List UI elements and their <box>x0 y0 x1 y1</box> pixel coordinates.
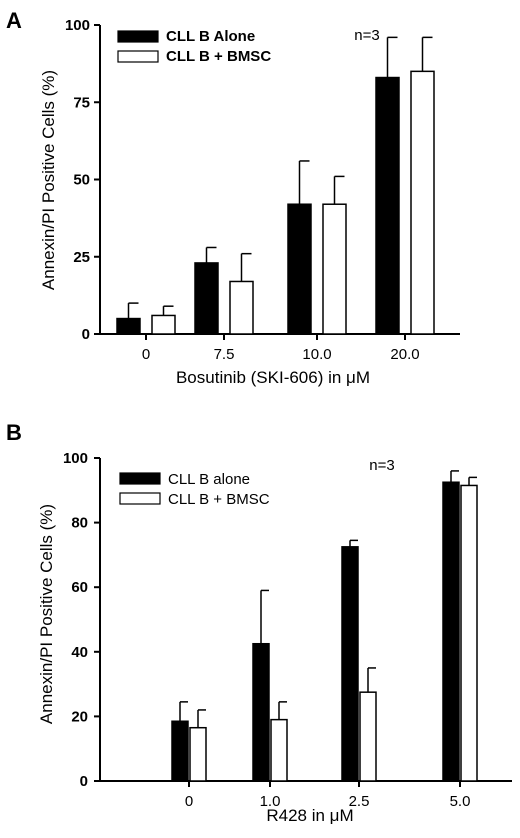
legend-swatch-b-1 <box>119 492 161 505</box>
y-tick-label-a: 100 <box>65 17 90 34</box>
bar-a-s0-c0 <box>116 317 141 335</box>
x-tick-label-a: 10.0 <box>302 346 331 363</box>
x-tick-label-a: 20.0 <box>390 346 419 363</box>
plot-area-b: 0 20 40 60 80 100 0 1.0 2.5 5.0 <box>63 450 512 810</box>
bar-a-s0-c1 <box>194 262 219 335</box>
bar-a-s0-c3 <box>375 76 400 335</box>
panel-letter-b: B <box>6 420 22 445</box>
n-annotation-a: n=3 <box>354 27 379 44</box>
y-tick-label-a: 0 <box>82 326 90 343</box>
x-tick-label-a: 0 <box>142 346 150 363</box>
n-annotation-b: n=3 <box>369 457 394 474</box>
y-axis-label-a: Annexin/PI Positive Cells (%) <box>39 70 58 290</box>
bar-a-s1-c0 <box>151 314 176 335</box>
bar-b-s1-c3 <box>460 484 478 782</box>
legend-b: CLL B alone CLL B + BMSC <box>119 471 270 508</box>
legend-swatch-a-1 <box>117 50 159 63</box>
y-tick-label-b: 80 <box>71 515 88 532</box>
legend-label-a-1: CLL B + BMSC <box>166 48 271 65</box>
bar-b-s1-c1 <box>270 718 288 782</box>
bar-a-s0-c2 <box>287 203 312 335</box>
legend-a: CLL B Alone CLL B + BMSC <box>117 28 271 65</box>
y-tick-label-b: 0 <box>80 773 88 790</box>
y-tick-label-b: 20 <box>71 708 88 725</box>
bar-b-s0-c2 <box>341 546 359 782</box>
x-tick-label-b: 5.0 <box>450 793 471 810</box>
legend-swatch-b-0 <box>119 472 161 485</box>
bar-b-s0-c3 <box>442 481 460 782</box>
bar-a-s1-c3 <box>410 70 435 335</box>
legend-label-b-1: CLL B + BMSC <box>168 491 270 508</box>
y-tick-label-b: 40 <box>71 644 88 661</box>
y-tick-label-b: 100 <box>63 450 88 467</box>
bar-b-s1-c0 <box>189 726 207 782</box>
plot-area-a: 0 25 50 75 100 0 7.5 10.0 20.0 <box>65 17 460 363</box>
bar-a-s1-c2 <box>322 203 347 335</box>
x-tick-label-b: 1.0 <box>260 793 281 810</box>
bar-b-s0-c1 <box>252 642 270 782</box>
x-tick-label-b: 0 <box>185 793 193 810</box>
x-axis-label-a: Bosutinib (SKI-606) in μM <box>176 368 370 387</box>
panel-b: B Annexin/PI Positive Cells (%) R428 in … <box>6 420 512 825</box>
x-tick-label-b: 2.5 <box>349 793 370 810</box>
bar-b-s1-c2 <box>359 691 377 782</box>
y-tick-label-a: 50 <box>73 172 90 189</box>
panel-letter-a: A <box>6 8 22 33</box>
x-axis-label-b: R428 in μM <box>266 806 353 825</box>
panel-a: A Annexin/PI Positive Cells (%) Bosutini… <box>6 8 460 387</box>
legend-label-a-0: CLL B Alone <box>166 28 255 45</box>
legend-swatch-a-0 <box>117 30 159 43</box>
x-tick-label-a: 7.5 <box>214 346 235 363</box>
y-tick-label-a: 75 <box>73 94 90 111</box>
legend-label-b-0: CLL B alone <box>168 471 250 488</box>
y-axis-label-b: Annexin/PI Positive Cells (%) <box>37 504 56 724</box>
y-tick-label-a: 25 <box>73 249 90 266</box>
bar-b-s0-c0 <box>171 720 189 782</box>
bar-a-s1-c1 <box>229 280 254 335</box>
y-tick-label-b: 60 <box>71 579 88 596</box>
